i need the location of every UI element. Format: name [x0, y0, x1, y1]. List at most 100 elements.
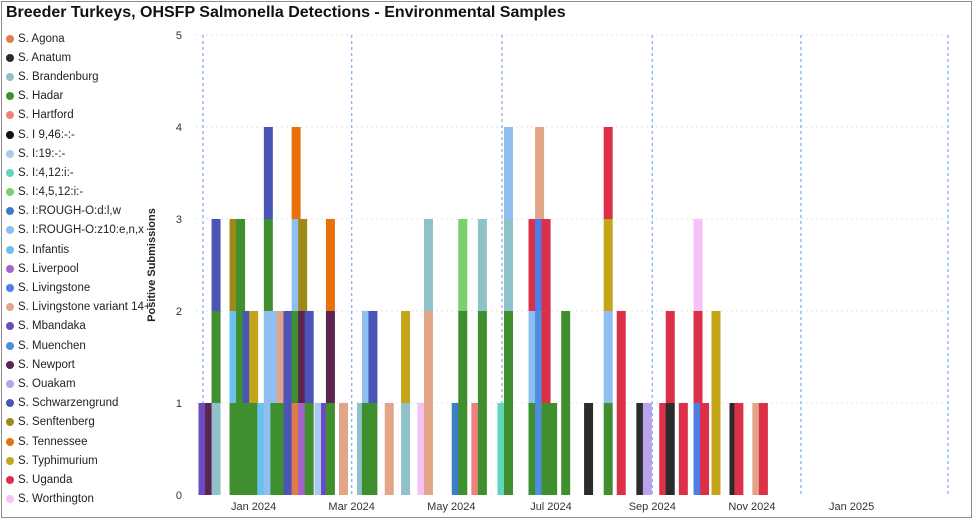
bar-segment [270, 311, 280, 403]
legend-label: S. I:ROUGH-O:z10:e,n,x [18, 224, 144, 237]
bar-segment [423, 311, 433, 495]
bar-segment [603, 127, 613, 219]
bar-segment [304, 311, 314, 403]
bar-segment [276, 403, 286, 495]
legend-label: S. Ouakam [18, 377, 76, 390]
bar-segment [535, 219, 545, 311]
legend-item[interactable]: S. Anatum [6, 48, 146, 67]
legend-item[interactable]: S. Ouakam [6, 374, 146, 393]
bar-segment [451, 403, 461, 495]
legend-label: S. Liverpool [18, 262, 79, 275]
legend-item[interactable]: S. Uganda [6, 470, 146, 489]
bar-segment [603, 403, 613, 495]
legend-item[interactable]: S. Worthington [6, 490, 146, 509]
chart-title: Breeder Turkeys, OHSFP Salmonella Detect… [6, 4, 566, 21]
bar-segment [211, 403, 221, 495]
bar-segment [752, 403, 762, 495]
legend-item[interactable]: S. Newport [6, 355, 146, 374]
legend-item[interactable]: S. Hadar [6, 87, 146, 106]
bar-segment [477, 219, 487, 311]
legend-item[interactable]: S. Tennessee [6, 432, 146, 451]
legend-item[interactable]: S. Liverpool [6, 259, 146, 278]
bar-segment [458, 311, 468, 495]
legend-label: S. Anatum [18, 51, 72, 64]
bar-segment [528, 219, 538, 311]
bar-segment [535, 311, 545, 495]
bar-segment [693, 311, 703, 403]
bar-segment [665, 311, 675, 403]
legend-item[interactable]: S. Livingstone [6, 278, 146, 297]
bar-segment [603, 219, 613, 311]
legend-item[interactable]: S. Hartford [6, 106, 146, 125]
bar-segment [205, 403, 215, 495]
legend-item[interactable]: S. I:4,5,12:i:- [6, 183, 146, 202]
bar-segment [603, 311, 613, 403]
legend-item[interactable]: S. I:19:-:- [6, 144, 146, 163]
bar-segment [693, 219, 703, 311]
legend-item[interactable]: S. Schwarzengrund [6, 394, 146, 413]
bar-segment [339, 403, 348, 495]
legend: S. Agona S. Anatum S. Brandenburg S. Hadar S… [6, 29, 151, 509]
y-tick-label: 0 [176, 490, 182, 502]
legend-label: S. Brandenburg [18, 70, 99, 83]
legend-swatch [6, 322, 14, 331]
legend-swatch [6, 226, 14, 235]
bar-segment [504, 311, 514, 495]
legend-label: S. I:4,5,12:i:- [18, 186, 84, 199]
legend-item[interactable]: S. Livingstone variant 14+ [6, 298, 151, 317]
bar-segment [541, 219, 551, 403]
legend-swatch [6, 149, 14, 158]
legend-item[interactable]: S. I:ROUGH-O:z10:e,n,x [6, 221, 146, 240]
legend-swatch [6, 418, 14, 427]
bar-segment [229, 403, 239, 495]
bar-segment [659, 403, 669, 495]
legend-item[interactable]: S. Infantis [6, 240, 146, 259]
bar-segment [361, 311, 371, 403]
bar-segment [417, 403, 427, 495]
legend-swatch [6, 379, 14, 388]
bar-segment [321, 403, 331, 495]
bar-segment [325, 311, 335, 403]
bar-segment [361, 403, 371, 495]
legend-item[interactable]: S. Mbandaka [6, 317, 146, 336]
bar-segment [497, 403, 507, 495]
bar-segment [211, 311, 221, 403]
bar-segment [729, 403, 739, 495]
legend-swatch [6, 456, 14, 465]
legend-item[interactable]: S. I 9,46:-:- [6, 125, 146, 144]
bar-segment [198, 403, 208, 495]
bar-segment [528, 403, 538, 495]
bar-segment [528, 311, 538, 403]
bar-segment [229, 311, 239, 403]
bar-segment [242, 311, 252, 403]
legend-item[interactable]: S. I:4,12:i:- [6, 163, 146, 182]
legend-item[interactable]: S. Typhimurium [6, 451, 146, 470]
bar-segment [535, 127, 545, 219]
bar-segment [263, 311, 273, 495]
bar-segment [325, 219, 335, 311]
legend-swatch [6, 245, 14, 254]
legend-item[interactable]: S. Senftenberg [6, 413, 146, 432]
legend-label: S. Schwarzengrund [18, 397, 119, 410]
legend-swatch [6, 188, 14, 197]
bar-segment [758, 403, 768, 495]
bar-segment [734, 403, 744, 495]
x-tick-label: Jul 2024 [530, 501, 572, 513]
legend-swatch [6, 72, 14, 81]
legend-label: S. Hadar [18, 90, 64, 103]
legend-item[interactable]: S. Muenchen [6, 336, 146, 355]
x-tick-label: May 2024 [427, 501, 475, 513]
legend-swatch [6, 34, 14, 43]
legend-swatch [6, 399, 14, 408]
legend-item[interactable]: S. Agona [6, 29, 146, 48]
legend-label: S. Livingstone [18, 282, 91, 295]
legend-item[interactable]: S. I:ROUGH-O:d:l,w [6, 202, 146, 221]
bar-segment [356, 403, 366, 495]
bar-segment [548, 403, 558, 495]
legend-label: S. Senftenberg [18, 416, 95, 429]
legend-item[interactable]: S. Brandenburg [6, 67, 146, 86]
bar-segment [298, 219, 308, 311]
legend-swatch [6, 168, 14, 177]
y-tick-label: 5 [176, 30, 182, 42]
